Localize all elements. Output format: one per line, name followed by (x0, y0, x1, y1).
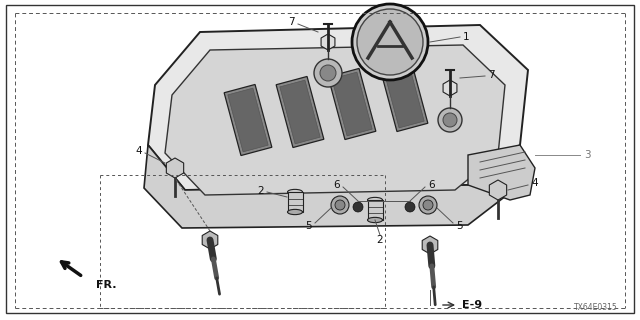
Circle shape (353, 202, 363, 212)
Text: 6: 6 (333, 180, 340, 190)
Polygon shape (422, 236, 438, 254)
Text: 4: 4 (136, 146, 142, 156)
Text: 4: 4 (531, 178, 538, 188)
Text: 1: 1 (463, 32, 470, 42)
Circle shape (335, 200, 345, 210)
Circle shape (331, 196, 349, 214)
Polygon shape (380, 60, 428, 132)
Circle shape (419, 196, 437, 214)
Polygon shape (468, 145, 535, 200)
Text: E-9: E-9 (462, 300, 482, 310)
Polygon shape (328, 68, 376, 140)
Circle shape (320, 65, 336, 81)
Circle shape (352, 4, 428, 80)
Polygon shape (443, 80, 457, 96)
Text: 7: 7 (289, 17, 295, 27)
Bar (287, 192, 303, 212)
Text: 2: 2 (377, 235, 383, 245)
Polygon shape (202, 231, 218, 249)
Text: 3: 3 (584, 150, 591, 160)
Polygon shape (165, 45, 505, 195)
Text: 2: 2 (257, 186, 264, 196)
Polygon shape (276, 76, 324, 148)
Polygon shape (166, 158, 184, 178)
Polygon shape (224, 84, 272, 156)
Ellipse shape (367, 197, 383, 203)
Text: 5: 5 (305, 221, 312, 231)
Polygon shape (280, 80, 320, 144)
Text: 6: 6 (428, 180, 435, 190)
Text: 5: 5 (456, 221, 463, 231)
Text: 7: 7 (488, 70, 495, 80)
Polygon shape (228, 88, 268, 152)
Ellipse shape (287, 189, 303, 195)
Circle shape (405, 202, 415, 212)
Bar (367, 200, 383, 220)
Circle shape (443, 113, 457, 127)
Circle shape (438, 108, 462, 132)
Polygon shape (321, 34, 335, 50)
Polygon shape (148, 25, 528, 190)
Ellipse shape (287, 209, 303, 215)
Polygon shape (144, 145, 520, 228)
Text: FR.: FR. (96, 280, 116, 290)
Circle shape (314, 59, 342, 87)
Polygon shape (332, 72, 372, 136)
Circle shape (357, 9, 423, 75)
Ellipse shape (367, 217, 383, 223)
Polygon shape (490, 180, 507, 200)
Text: TX64E0315: TX64E0315 (574, 303, 618, 312)
Circle shape (423, 200, 433, 210)
Polygon shape (384, 64, 424, 128)
